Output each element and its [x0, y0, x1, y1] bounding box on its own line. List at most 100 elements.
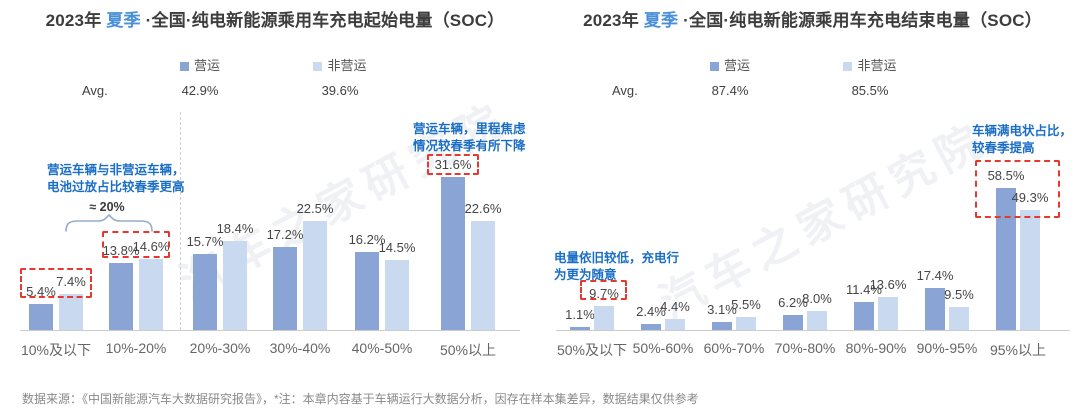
x-axis-label: 50%及以下	[556, 342, 628, 358]
highlight-box-95plus	[975, 160, 1060, 218]
x-axis-label: 60%-70%	[703, 340, 765, 356]
legend-item-operating: 营运	[680, 55, 780, 74]
chart-end-soc: 2023年 夏季 ·全国·纯电新能源乘用车充电结束电量（SOC） 营运 非营运 …	[550, 0, 1075, 384]
x-axis-label: 50%-60%	[632, 340, 694, 356]
avg-label: Avg.	[82, 83, 108, 98]
bar-non-operating-0	[594, 306, 614, 330]
bar-value-label: 6.2%	[778, 295, 808, 310]
annotation-overdischarge: 营运车辆与非营运车辆， 电池过放占比较春季更高	[47, 163, 185, 194]
annotation-full-charge: 车辆满电状占比， 较春季提高	[972, 124, 1073, 155]
bar-value-label: 14.6%	[132, 239, 170, 254]
bar-value-label: 2.4%	[636, 304, 666, 319]
legend: 营运 非营运	[550, 55, 1075, 74]
bar-non-operating-3	[807, 311, 827, 330]
operating-swatch-icon	[709, 62, 719, 71]
bar-value-label: 7.4%	[56, 274, 86, 289]
avg-non-operating-value: 85.5%	[851, 83, 889, 98]
bar-operating-3	[783, 315, 803, 330]
avg-operating-value: 87.4%	[711, 83, 749, 98]
bar-operating-5	[925, 288, 945, 330]
bar-operating-2	[712, 322, 732, 330]
bar-operating-5	[441, 177, 465, 330]
x-axis	[556, 330, 1070, 331]
bar-non-operating-5	[949, 307, 969, 330]
bar-value-label: 5.4%	[26, 284, 56, 299]
legend: 营运 非营运	[20, 55, 530, 74]
title-suffix: ·全国·纯电新能源乘用车充电起始电量（SOC）	[140, 11, 505, 30]
legend-label: 营运	[193, 58, 220, 73]
operating-swatch-icon	[179, 62, 189, 71]
bar-non-operating-4	[385, 260, 409, 330]
bar-value-label: 1.1%	[565, 307, 595, 322]
bar-value-label: 3.1%	[707, 302, 737, 317]
bar-value-label: 58.5%	[987, 168, 1025, 183]
legend-label: 非营运	[857, 58, 897, 73]
plot-area: 1.1% 9.7% 50%及以下 2.4% 4.4% 50%-60% 3.1% 5.5% 60%…	[550, 0, 1075, 384]
bar-value-label: 5.5%	[731, 297, 761, 312]
legend-label: 非营运	[327, 58, 367, 73]
bar-value-label: 13.8%	[102, 243, 140, 258]
x-axis-label: 90%-95%	[916, 340, 978, 356]
x-axis-label: 40%-50%	[351, 340, 413, 356]
bar-value-label: 17.4%	[916, 268, 954, 283]
highlight-box-50plus	[427, 154, 479, 175]
x-axis-label: 10%及以下	[20, 342, 92, 358]
non-operating-swatch-icon	[313, 62, 323, 71]
annotation-range-anxiety: 营运车辆，里程焦虑 情况较春季有所下降	[413, 122, 526, 153]
annotation-low-soc: 电量依旧较低，充电行 为更为随意	[554, 251, 680, 282]
x-axis-label: 30%-40%	[269, 340, 331, 356]
avg-label: Avg.	[612, 83, 638, 98]
bar-non-operating-4	[878, 297, 898, 330]
bar-non-operating-1	[665, 319, 685, 330]
highlight-box-group1	[20, 268, 92, 298]
title-suffix: ·全国·纯电新能源乘用车充电结束电量（SOC）	[678, 11, 1042, 30]
bar-value-label: 13.6%	[869, 277, 907, 292]
bar-value-label: 18.4%	[216, 221, 254, 236]
bar-non-operating-5	[471, 221, 495, 330]
x-axis-label: 20%-30%	[189, 340, 251, 356]
bar-non-operating-1	[139, 259, 163, 330]
bar-operating-1	[641, 324, 661, 330]
highlight-box-group2	[102, 231, 170, 258]
legend-item-non-operating: 非营运	[285, 55, 395, 74]
x-axis-label: 70%-80%	[774, 340, 836, 356]
annotation-approx-20: ≈ 20%	[89, 200, 125, 214]
bar-operating-4	[355, 252, 379, 330]
bar-value-label: 9.7%	[589, 286, 619, 301]
bar-value-label: 8.0%	[802, 291, 832, 306]
bar-operating-4	[854, 302, 874, 330]
chart-title: 2023年 夏季 ·全国·纯电新能源乘用车充电结束电量（SOC）	[550, 6, 1075, 31]
legend-label: 营运	[723, 58, 750, 73]
bar-operating-0	[29, 304, 53, 330]
title-season: 夏季	[643, 11, 679, 30]
x-axis-label: 50%以上	[439, 342, 497, 358]
bar-value-label: 9.5%	[944, 287, 974, 302]
brace-icon	[65, 214, 153, 232]
bar-value-label: 31.6%	[434, 157, 472, 172]
average-row: Avg. 42.9% 39.6%	[20, 83, 530, 99]
bar-non-operating-6	[1020, 210, 1040, 330]
bar-value-label: 22.6%	[464, 201, 502, 216]
plot-area: 5.4% 7.4% 10%及以下 13.8% 14.6% 10%-20% 15.7% 18.4…	[20, 0, 530, 384]
group-divider	[180, 112, 181, 330]
source-note: 数据来源：《中国新能源汽车大数据研究报告》，*注：本章内容基于车辆运行大数据分析…	[22, 392, 699, 406]
bar-value-label: 16.2%	[348, 232, 386, 247]
bar-operating-1	[109, 263, 133, 330]
bar-value-label: 17.2%	[266, 227, 304, 242]
bar-operating-6	[996, 188, 1016, 330]
chart-start-soc: 2023年 夏季 ·全国·纯电新能源乘用车充电起始电量（SOC） 营运 非营运 …	[20, 0, 530, 384]
title-prefix: 2023年	[45, 11, 107, 30]
bar-operating-3	[273, 247, 297, 330]
bar-operating-2	[193, 254, 217, 330]
x-axis	[20, 330, 520, 331]
title-prefix: 2023年	[583, 11, 644, 30]
x-axis-label: 95%以上	[989, 342, 1047, 358]
bar-value-label: 14.5%	[378, 240, 416, 255]
bar-non-operating-3	[303, 221, 327, 330]
bar-value-label: 22.5%	[296, 201, 334, 216]
bar-non-operating-2	[223, 241, 247, 330]
title-season: 夏季	[106, 11, 141, 30]
x-axis-label: 10%-20%	[105, 340, 167, 356]
bar-value-label: 11.4%	[846, 282, 882, 297]
